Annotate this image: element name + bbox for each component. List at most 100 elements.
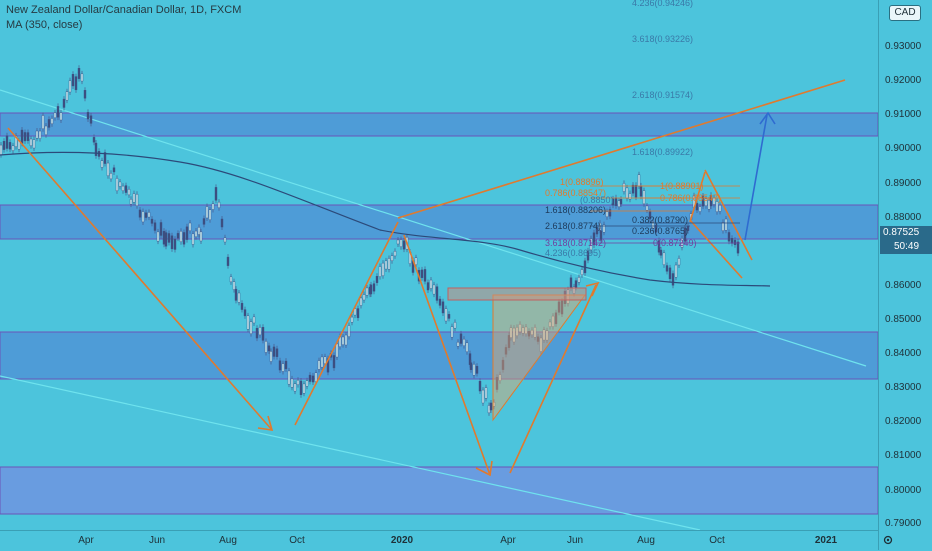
candle-body — [194, 230, 198, 237]
candle-body — [144, 212, 148, 218]
candle-body — [290, 378, 294, 388]
fib-l-1618: 1.618(0.88206) — [545, 205, 606, 215]
candle-body — [602, 224, 606, 233]
candle-body — [311, 375, 315, 383]
chart-svg[interactable]: 4.236(0.94246) 3.618(0.93226) 2.618(0.91… — [0, 0, 879, 531]
price-tick: 0.80000 — [885, 485, 922, 496]
falling-wedge-top — [704, 169, 753, 261]
candle-body — [536, 336, 540, 342]
candle-body — [147, 212, 151, 218]
candle-body — [589, 238, 593, 251]
candle-body — [704, 198, 708, 206]
chart-canvas[interactable]: 4.236(0.94246) 3.618(0.93226) 2.618(0.91… — [0, 0, 879, 531]
candle-body — [598, 222, 602, 231]
currency-badge[interactable]: CAD — [889, 5, 921, 21]
projection-arrow[interactable] — [744, 111, 776, 241]
candle-body — [287, 370, 291, 385]
candle-body — [469, 362, 473, 371]
candle-body — [733, 239, 737, 245]
time-tick: 2021 — [814, 535, 838, 546]
candle-body — [167, 233, 171, 243]
time-tick: 2020 — [390, 535, 414, 546]
candlesticks — [0, 65, 740, 416]
fib-r-1: 1(0.88901) — [660, 181, 704, 191]
candle-body — [592, 232, 596, 246]
candle-body — [637, 174, 641, 187]
candle-body — [229, 276, 233, 283]
fib-levels[interactable] — [590, 185, 740, 244]
price-tick: 0.79000 — [885, 518, 922, 529]
candle-body — [709, 195, 713, 207]
candle-body — [74, 76, 78, 91]
candle-body — [420, 269, 424, 278]
candle-body — [100, 160, 104, 168]
price-tick: 0.85000 — [885, 314, 922, 325]
candle-body — [258, 327, 262, 336]
candle-body — [127, 189, 131, 196]
candle-body — [390, 255, 394, 261]
candle-body — [441, 301, 445, 314]
candle-body — [124, 185, 128, 193]
candle-body — [77, 68, 81, 79]
candle-body — [129, 199, 133, 205]
pattern-drawings[interactable] — [7, 79, 846, 477]
trendline-upper — [0, 89, 867, 367]
price-axis[interactable]: 0.93000 0.92000 0.91000 0.90000 0.89000 0.880… — [878, 0, 932, 550]
candle-body — [574, 280, 578, 288]
candle-body — [625, 187, 629, 199]
zones — [0, 112, 879, 515]
candle-body — [456, 341, 460, 347]
arrow-head-3 — [585, 281, 600, 297]
candle-body — [94, 142, 98, 156]
candle-body — [426, 282, 430, 291]
fib-r-0786: 0.786(0.88547) — [660, 193, 721, 203]
candle-body — [378, 266, 382, 277]
candle-body — [695, 202, 699, 211]
candle-body — [545, 330, 549, 341]
candle-body — [208, 209, 212, 220]
candle-body — [320, 356, 324, 368]
candle-body — [507, 335, 511, 348]
candle-body — [217, 201, 221, 208]
candle-body — [450, 326, 454, 338]
time-axis[interactable]: Apr Jun Aug Oct 2020 Apr Jun Aug Oct 2021 — [0, 530, 878, 551]
zone-lower — [0, 331, 879, 380]
candle-body — [435, 286, 439, 301]
candle-body — [657, 240, 661, 253]
candle-body — [524, 326, 528, 334]
candle-body — [515, 327, 519, 336]
candle-body — [317, 360, 321, 370]
current-price-badge: 0.87525 — [880, 226, 932, 240]
candle-body — [487, 405, 491, 414]
candle-body — [182, 232, 186, 245]
candle-body — [498, 374, 502, 381]
indicator-label[interactable]: MA (350, close) — [6, 19, 83, 31]
symbol-title[interactable]: New Zealand Dollar/Canadian Dollar, 1D, … — [6, 4, 242, 16]
candle-body — [359, 297, 363, 306]
candle-body — [350, 316, 354, 323]
triangle-pattern[interactable] — [447, 287, 587, 422]
candle-body — [240, 303, 244, 310]
candle-body — [261, 327, 265, 341]
candle-body — [718, 205, 722, 212]
candle-body — [8, 142, 12, 150]
candle-body — [580, 269, 584, 276]
gear-icon[interactable] — [882, 534, 894, 546]
trendlines[interactable] — [0, 89, 867, 531]
candle-body — [727, 232, 731, 242]
candle-body — [569, 277, 573, 289]
candle-body — [542, 329, 546, 341]
candle-body — [724, 218, 728, 231]
candle-body — [296, 379, 300, 385]
candle-body — [314, 372, 318, 382]
wave-down-1 — [7, 127, 273, 431]
candle-body — [47, 119, 51, 128]
price-tick: 0.83000 — [885, 382, 922, 393]
candle-body — [71, 74, 75, 87]
candle-body — [605, 211, 609, 218]
candle-body — [89, 115, 93, 124]
candle-body — [639, 185, 643, 197]
fib-l-0886: (0.8850) — [580, 195, 614, 205]
candle-body — [162, 230, 166, 245]
candle-body — [648, 211, 652, 220]
